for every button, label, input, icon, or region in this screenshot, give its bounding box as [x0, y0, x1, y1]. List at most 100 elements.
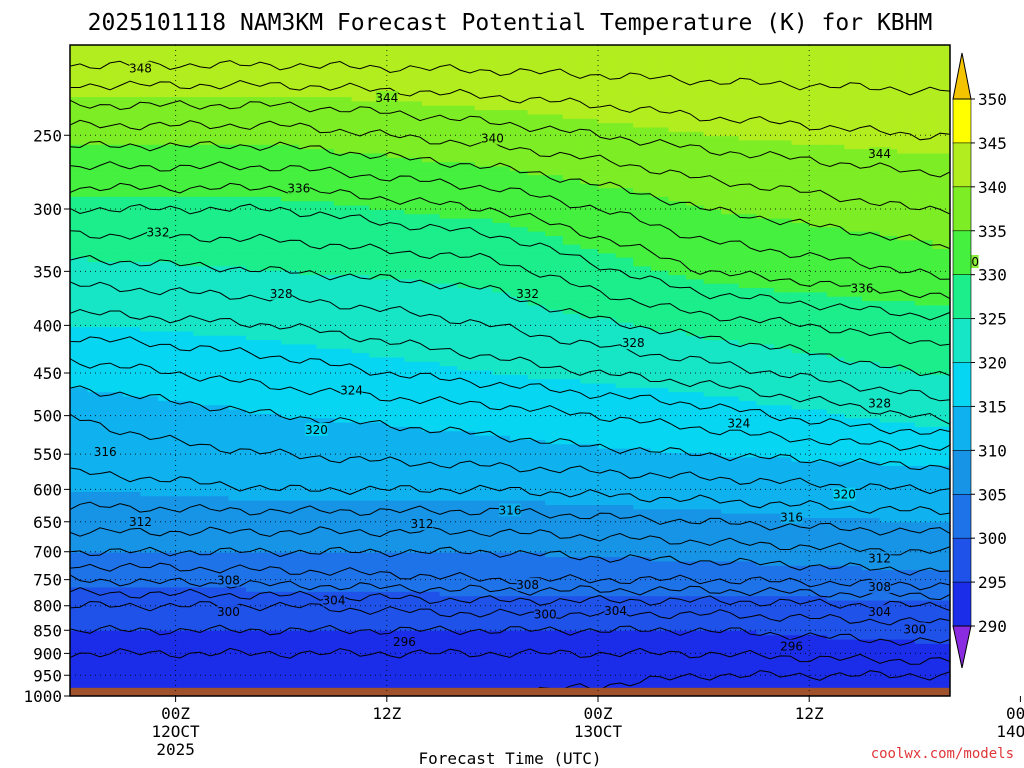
theta-cell: [246, 79, 265, 85]
theta-cell: [721, 374, 740, 380]
theta-cell: [122, 97, 142, 103]
theta-cell: [527, 175, 546, 181]
theta-cell: [826, 292, 846, 298]
theta-cell: [158, 400, 177, 406]
theta-cell: [246, 136, 265, 142]
theta-cell: [897, 84, 916, 90]
theta-cell: [105, 105, 124, 111]
theta-cell: [510, 97, 529, 103]
theta-cell: [510, 283, 529, 289]
theta-cell: [298, 353, 318, 359]
theta-cell: [439, 144, 458, 150]
theta-cell: [158, 444, 177, 450]
theta-cell: [756, 127, 775, 133]
theta-cell: [580, 435, 599, 441]
theta-cell: [897, 327, 916, 333]
theta-cell: [580, 374, 599, 380]
theta-cell: [879, 288, 898, 294]
theta-cell: [650, 366, 670, 372]
theta-cell: [598, 470, 617, 476]
theta-cell: [369, 405, 388, 411]
theta-cell: [298, 231, 318, 237]
theta-cell: [914, 218, 934, 224]
theta-cell: [791, 179, 810, 185]
theta-cell: [281, 62, 300, 68]
theta-cell: [334, 257, 353, 263]
theta-cell: [175, 110, 194, 116]
theta-cell: [404, 231, 423, 237]
theta-cell: [721, 75, 740, 81]
theta-cell: [457, 162, 476, 168]
theta-cell: [862, 309, 881, 315]
theta-cell: [298, 201, 318, 207]
theta-cell: [650, 262, 670, 268]
theta-cell: [281, 383, 300, 389]
theta-cell: [668, 127, 687, 133]
theta-cell: [210, 374, 230, 380]
theta-cell: [404, 149, 423, 155]
theta-cell: [545, 474, 564, 480]
theta-cell: [105, 340, 124, 346]
theta-cell: [862, 101, 881, 107]
theta-cell: [457, 374, 476, 380]
theta-cell: [580, 227, 599, 233]
theta-cell: [932, 244, 950, 250]
theta-cell: [545, 292, 564, 298]
theta-cell: [351, 123, 370, 129]
theta-cell: [316, 218, 335, 224]
theta-cell: [457, 327, 476, 333]
theta-cell: [791, 392, 810, 398]
theta-cell: [897, 335, 916, 341]
theta-cell: [158, 431, 177, 437]
theta-cell: [369, 105, 388, 111]
theta-cell: [228, 470, 247, 476]
theta-cell: [158, 426, 177, 432]
theta-cell: [932, 140, 950, 146]
theta-cell: [369, 140, 388, 146]
theta-cell: [492, 257, 511, 263]
theta-cell: [650, 392, 670, 398]
theta-cell: [386, 192, 406, 198]
theta-cell: [844, 457, 863, 463]
theta-cell: [193, 231, 212, 237]
theta-cell: [298, 470, 318, 476]
theta-cell: [140, 222, 159, 228]
theta-cell: [756, 136, 775, 142]
theta-cell: [738, 331, 758, 337]
theta-cell: [598, 431, 617, 437]
theta-cell: [298, 396, 318, 402]
theta-cell: [492, 301, 511, 307]
theta-cell: [580, 279, 599, 285]
theta-cell: [175, 222, 194, 228]
theta-cell: [140, 452, 159, 458]
theta-cell: [439, 383, 458, 389]
theta-cell: [686, 400, 705, 406]
theta-cell: [721, 58, 740, 64]
theta-cell: [87, 474, 106, 480]
theta-cell: [70, 153, 89, 159]
theta-cell: [457, 379, 476, 385]
theta-cell: [122, 205, 142, 211]
theta-cell: [404, 253, 423, 259]
theta-cell: [193, 162, 212, 168]
theta-cell: [756, 53, 775, 59]
theta-cell: [386, 170, 406, 176]
theta-cell: [281, 400, 300, 406]
theta-cell: [281, 235, 300, 241]
theta-cell: [474, 357, 494, 363]
theta-cell: [879, 314, 898, 320]
theta-cell: [668, 405, 687, 411]
theta-cell: [369, 196, 388, 202]
theta-cell: [545, 322, 564, 328]
theta-cell: [721, 400, 740, 406]
theta-cell: [791, 222, 810, 228]
theta-cell: [87, 127, 106, 133]
theta-cell: [897, 253, 916, 259]
theta-cell: [316, 374, 335, 380]
theta-cell: [334, 262, 353, 268]
theta-cell: [439, 439, 458, 445]
theta-cell: [87, 71, 106, 77]
theta-cell: [316, 157, 335, 163]
theta-cell: [369, 318, 388, 324]
theta-cell: [791, 136, 810, 142]
